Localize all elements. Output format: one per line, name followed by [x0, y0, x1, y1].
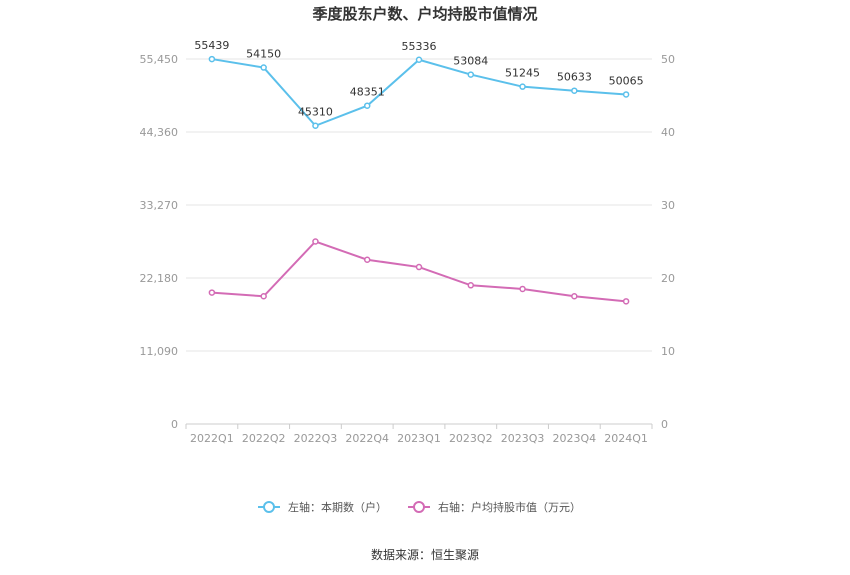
x-axis-ticks: 2022Q1 2022Q2 2022Q3 2022Q4 2023Q1 2023Q2 2023… [185, 424, 653, 445]
data-label: 54150 [246, 48, 281, 61]
right-tick-label: 50 [661, 53, 675, 66]
data-source: 数据来源：恒生聚源 [371, 547, 479, 562]
data-point[interactable] [415, 56, 423, 64]
right-tick-label: 40 [661, 126, 675, 139]
series-line-right [211, 240, 627, 303]
legend-item-right-series[interactable]: 右轴：户均持股市值（万元） [408, 500, 581, 514]
data-point[interactable] [622, 91, 630, 98]
data-point[interactable] [363, 256, 371, 263]
data-point[interactable] [208, 55, 216, 63]
right-tick-label: 0 [661, 418, 668, 431]
left-tick-label: 22,180 [140, 272, 179, 285]
chart-title: 季度股东户数、户均持股市值情况 [312, 5, 537, 23]
x-tick-label: 2023Q4 [553, 432, 597, 445]
left-tick-label: 44,360 [140, 126, 179, 139]
legend-marker [413, 501, 425, 513]
data-point[interactable] [208, 289, 216, 296]
data-label: 53084 [453, 55, 488, 68]
legend: 左轴：本期数（户） 右轴：户均持股市值（万元） [258, 500, 581, 514]
legend-item-left-series[interactable]: 左轴：本期数（户） [258, 500, 387, 514]
data-point[interactable] [363, 102, 371, 109]
data-label: 45310 [298, 106, 333, 119]
data-point[interactable] [415, 263, 423, 271]
data-point[interactable] [571, 293, 578, 300]
x-tick-label: 2022Q1 [190, 432, 234, 445]
data-point[interactable] [519, 285, 526, 293]
left-tick-label: 55,450 [140, 53, 179, 66]
legend-label: 左轴：本期数（户） [288, 500, 387, 514]
grid-lines [186, 58, 652, 425]
data-labels: 55439 54150 45310 48351 55336 53084 51245 50633… [194, 39, 643, 119]
data-point[interactable] [467, 71, 475, 78]
left-axis-ticks: 0 11,090 22,180 33,270 44,360 55,450 [140, 53, 179, 431]
x-tick-label: 2023Q2 [449, 432, 493, 445]
data-point[interactable] [571, 87, 578, 94]
x-tick-label: 2024Q1 [604, 432, 648, 445]
right-tick-label: 20 [661, 272, 675, 285]
data-point[interactable] [312, 238, 319, 245]
data-point[interactable] [519, 83, 526, 90]
data-point[interactable] [467, 282, 475, 289]
x-tick-label: 2022Q3 [294, 432, 338, 445]
data-label: 50633 [557, 71, 592, 84]
x-tick-label: 2022Q4 [345, 432, 389, 445]
x-tick-label: 2023Q1 [397, 432, 441, 445]
legend-marker [263, 501, 275, 513]
series-group [208, 55, 630, 305]
left-tick-label: 33,270 [140, 199, 179, 212]
right-tick-label: 30 [661, 199, 675, 212]
right-axis-ticks: 0 10 20 30 40 50 [661, 53, 675, 431]
series-line-left [211, 58, 627, 127]
data-label: 48351 [350, 86, 385, 99]
left-tick-label: 0 [171, 418, 178, 431]
left-tick-label: 11,090 [140, 345, 179, 358]
x-tick-label: 2022Q2 [242, 432, 286, 445]
data-label: 55439 [194, 39, 229, 52]
data-label: 55336 [402, 40, 437, 53]
data-point[interactable] [260, 293, 267, 300]
data-point[interactable] [312, 122, 319, 129]
data-label: 50065 [609, 74, 644, 87]
data-point[interactable] [622, 298, 630, 305]
legend-label: 右轴：户均持股市值（万元） [438, 500, 581, 514]
x-tick-label: 2023Q3 [501, 432, 545, 445]
data-label: 51245 [505, 67, 540, 80]
right-tick-label: 10 [661, 345, 675, 358]
data-point[interactable] [260, 64, 267, 71]
